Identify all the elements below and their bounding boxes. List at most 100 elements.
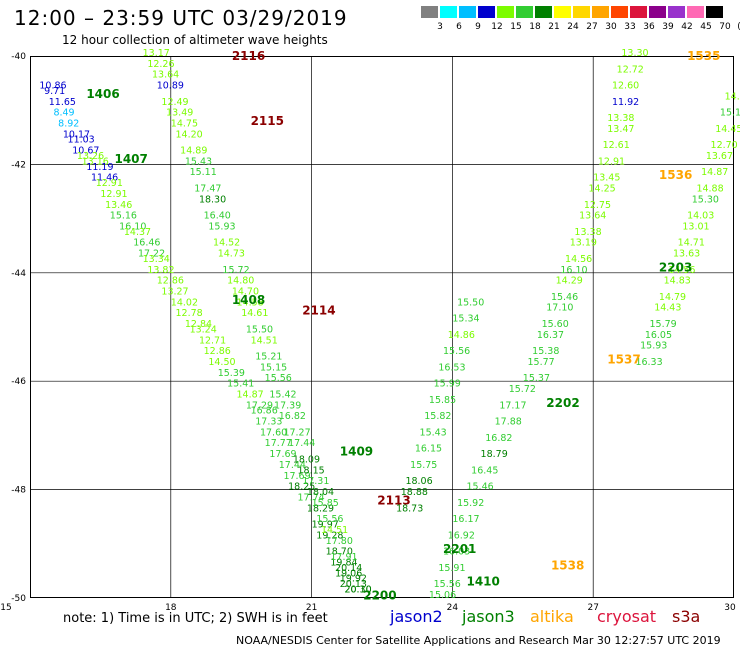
legend-jason3: jason3 bbox=[462, 607, 515, 626]
legend-altika: altika bbox=[530, 607, 574, 626]
wave-height-value: 15.56 bbox=[434, 579, 461, 590]
pass-track-label: 1409 bbox=[340, 445, 373, 459]
wave-height-value: 15.99 bbox=[434, 379, 461, 390]
wave-height-value: 15.43 bbox=[185, 156, 212, 167]
color-scale-label: 70 bbox=[719, 22, 731, 32]
x-tick-label: 30 bbox=[724, 603, 736, 613]
wave-height-value: 12.71 bbox=[199, 335, 226, 346]
pass-track-label: 1406 bbox=[86, 87, 119, 101]
y-tick-label: -44 bbox=[11, 269, 26, 279]
wave-height-value: 14.43 bbox=[654, 303, 681, 314]
wave-height-value: 16.46 bbox=[133, 238, 160, 249]
wave-height-value: 15.11 bbox=[190, 167, 217, 178]
wave-height-value: 18.15 bbox=[298, 465, 325, 476]
x-tick-label: 21 bbox=[306, 603, 317, 613]
wave-height-value: 14.45 bbox=[715, 124, 740, 135]
wave-height-value: 15.46 bbox=[466, 482, 493, 493]
wave-height-value: 16.17 bbox=[452, 514, 479, 525]
wave-height-value: 10.67 bbox=[72, 146, 99, 157]
wave-height-value: 14.51 bbox=[251, 335, 278, 346]
wave-height-value: 16.15 bbox=[415, 444, 442, 455]
wave-height-value: 15.37 bbox=[523, 373, 550, 384]
pass-track-label: 2201 bbox=[443, 542, 476, 556]
wave-height-value: 13.01 bbox=[682, 221, 709, 232]
x-tick-label: 15 bbox=[0, 603, 11, 613]
wave-height-value: 15.17 bbox=[720, 108, 740, 119]
wave-height-value: 13.34 bbox=[143, 254, 170, 265]
wave-height-value: 11.65 bbox=[49, 97, 76, 108]
wave-height-value: 13.45 bbox=[593, 173, 620, 184]
wave-height-value: 18.29 bbox=[307, 503, 334, 514]
wave-height-value: 15.41 bbox=[227, 379, 254, 390]
color-swatch bbox=[478, 6, 495, 18]
color-swatch bbox=[421, 6, 438, 18]
wave-height-value: 17.74 bbox=[298, 492, 325, 503]
color-scale-label: 39 bbox=[662, 22, 674, 32]
wave-height-value: 13.47 bbox=[607, 124, 634, 135]
y-tick-label: -48 bbox=[11, 486, 26, 496]
wave-height-value: 17.47 bbox=[194, 184, 221, 195]
wave-height-value: 12.49 bbox=[161, 97, 188, 108]
wave-height-value: 17.60 bbox=[260, 427, 287, 438]
y-tick-label: -46 bbox=[11, 377, 26, 387]
color-scale-label: 27 bbox=[586, 22, 598, 32]
wave-height-value: 18.04 bbox=[307, 487, 334, 498]
wave-height-value: 15.72 bbox=[509, 384, 536, 395]
color-swatch bbox=[630, 6, 647, 18]
wave-height-value: 16.03 bbox=[443, 547, 470, 558]
wave-height-value: 15.82 bbox=[424, 411, 451, 422]
wave-height-value: 14.89 bbox=[180, 146, 207, 157]
wave-height-value: 12.75 bbox=[584, 200, 611, 211]
wave-height-value: 12.72 bbox=[617, 64, 644, 75]
color-swatch bbox=[459, 6, 476, 18]
wave-height-value: 19.92 bbox=[340, 574, 367, 585]
wave-height-value: 16.10 bbox=[560, 265, 587, 276]
wave-height-value: 13.67 bbox=[706, 151, 733, 162]
color-swatch bbox=[611, 6, 628, 18]
wave-height-value: 17.31 bbox=[302, 476, 329, 487]
wave-height-value: 18.88 bbox=[401, 487, 428, 498]
wave-height-value: 14.86 bbox=[448, 330, 475, 341]
wave-height-value: 13.49 bbox=[166, 108, 193, 119]
wave-height-value: 17.17 bbox=[499, 400, 526, 411]
map-subtitle: 12 hour collection of altimeter wave hei… bbox=[62, 33, 328, 47]
wave-height-value: 11.92 bbox=[612, 97, 639, 108]
wave-height-value: 12.26 bbox=[147, 59, 174, 70]
y-tick-label: -50 bbox=[11, 594, 26, 604]
wave-height-value: 15.79 bbox=[650, 319, 677, 330]
wave-height-value: 18.73 bbox=[396, 503, 423, 514]
color-swatch bbox=[497, 6, 514, 18]
wave-height-value: 14.70 bbox=[232, 286, 259, 297]
wave-height-value: 16.82 bbox=[485, 433, 512, 444]
wave-height-value: 15.85 bbox=[429, 395, 456, 406]
wave-height-value: 14.75 bbox=[171, 118, 198, 129]
color-scale-label: 3 bbox=[437, 22, 443, 32]
wave-height-value: 13.17 bbox=[143, 48, 170, 59]
wave-height-value: 10.17 bbox=[63, 129, 90, 140]
wave-height-value: 18.09 bbox=[293, 455, 320, 466]
wave-height-value: 15.43 bbox=[420, 427, 447, 438]
wave-height-value: 17.29 bbox=[246, 400, 273, 411]
wave-height-value: 15.30 bbox=[692, 194, 719, 205]
wave-height-value: 17.44 bbox=[279, 460, 306, 471]
wave-height-value: 14.03 bbox=[687, 211, 714, 222]
color-swatch bbox=[554, 6, 571, 18]
wave-height-value: 14.87 bbox=[237, 389, 264, 400]
wave-height-value: 15.50 bbox=[246, 324, 273, 335]
wave-height-value: 8.92 bbox=[58, 118, 79, 129]
wave-height-value: 15.56 bbox=[443, 346, 470, 357]
pass-track-label: 1410 bbox=[466, 575, 499, 589]
wave-height-value: 14.73 bbox=[218, 249, 245, 260]
color-scale-label: 12 bbox=[491, 22, 503, 32]
wave-height-value: 16.53 bbox=[438, 362, 465, 373]
color-swatch bbox=[573, 6, 590, 18]
x-tick-label: 27 bbox=[587, 603, 598, 613]
note-text: note: 1) Time is in UTC; 2) SWH is in fe… bbox=[63, 611, 328, 626]
y-tick-label: -42 bbox=[11, 160, 26, 170]
wave-height-value: 16.86 bbox=[251, 406, 278, 417]
wave-height-value: 13.19 bbox=[570, 238, 597, 249]
wave-height-value: 16.10 bbox=[119, 221, 146, 232]
color-scale-label: 24 bbox=[567, 22, 579, 32]
wave-height-value: 13.24 bbox=[190, 324, 217, 335]
